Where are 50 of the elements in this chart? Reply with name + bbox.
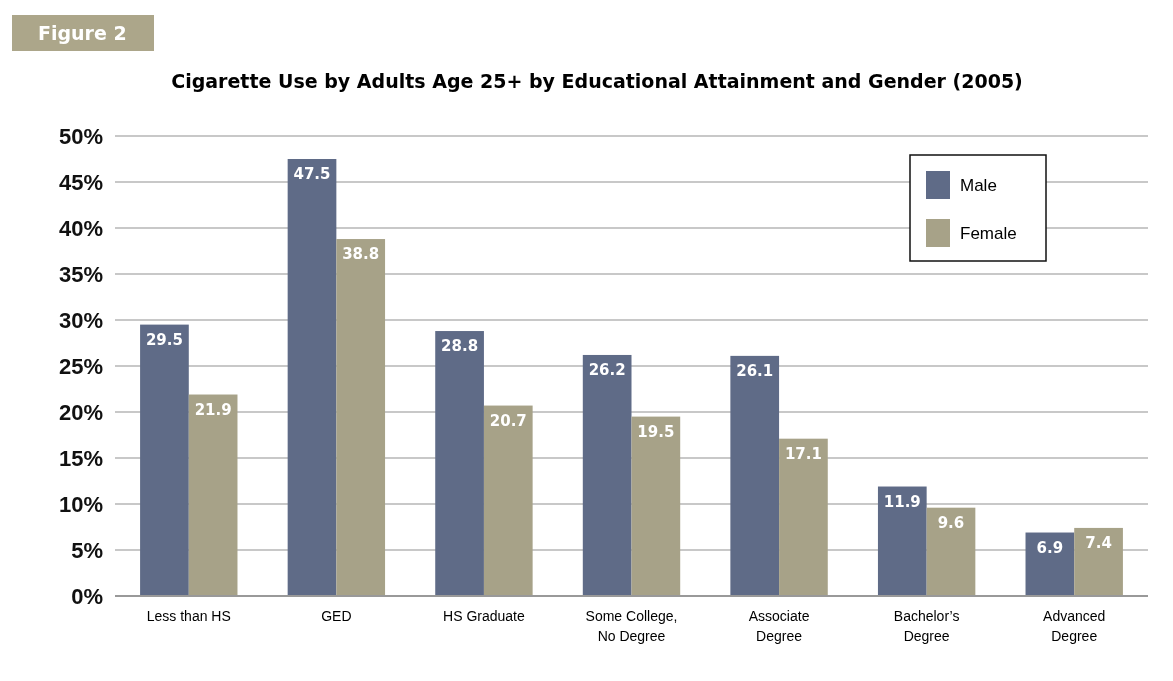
bar — [336, 239, 386, 596]
x-tick-label: Some College, No Degree — [585, 608, 678, 644]
y-tick-label: 25% — [58, 353, 103, 379]
bar — [877, 486, 927, 596]
bar — [926, 507, 976, 596]
caption: Figure 2 — [38, 22, 127, 44]
bar — [435, 331, 484, 596]
data-label: 26.1 — [736, 361, 774, 380]
bar — [140, 324, 189, 596]
data-label: 38.8 — [342, 245, 380, 264]
data-label: 6.9 — [1036, 538, 1064, 557]
data-label: 29.5 — [145, 330, 183, 349]
y-tick-label: 30% — [58, 307, 103, 333]
y-tick-label: 10% — [58, 491, 103, 517]
x-tick-label: Bachelor’s Degree — [893, 608, 960, 644]
bar — [582, 354, 632, 596]
legend-label: Female — [960, 224, 1017, 243]
legend-label: Male — [960, 176, 997, 195]
bar — [779, 438, 828, 596]
chart-title: Cigarette Use by Adults Age 25+ by Educational Attainment and Gender (2005) — [171, 70, 1023, 92]
data-label: 17.1 — [784, 444, 822, 463]
data-label: 19.5 — [637, 422, 675, 441]
x-tick-label: HS Graduate — [443, 608, 525, 624]
bar — [631, 416, 681, 596]
data-label: 11.9 — [883, 492, 921, 511]
y-tick-label: 0% — [71, 583, 103, 609]
data-label: 47.5 — [293, 165, 331, 183]
data-label: 20.7 — [489, 411, 527, 430]
y-tick-label: 35% — [58, 261, 103, 287]
y-tick-label: 45% — [58, 169, 103, 195]
data-label: 26.2 — [588, 360, 626, 379]
data-label: 28.8 — [441, 337, 479, 356]
y-tick-label: 50% — [58, 123, 103, 149]
bar — [287, 159, 337, 596]
bar — [730, 355, 780, 596]
data-label: 9.6 — [937, 513, 965, 532]
y-tick-label: 15% — [58, 445, 103, 471]
x-tick-label: Associate Degree — [748, 608, 810, 644]
y-tick-label: 20% — [58, 399, 103, 425]
y-tick-label: 5% — [71, 537, 103, 563]
data-label: 7.4 — [1085, 533, 1112, 552]
bar — [188, 394, 238, 596]
bar — [1074, 527, 1123, 596]
y-tick-label: 40% — [58, 215, 103, 241]
x-tick-label: Advanced Degree — [1043, 608, 1106, 644]
bar — [1025, 532, 1075, 596]
bar — [483, 405, 533, 596]
data-label: 21.9 — [194, 400, 232, 419]
x-tick-label: GED — [321, 608, 352, 624]
x-tick-label: Less than HS — [146, 608, 231, 624]
